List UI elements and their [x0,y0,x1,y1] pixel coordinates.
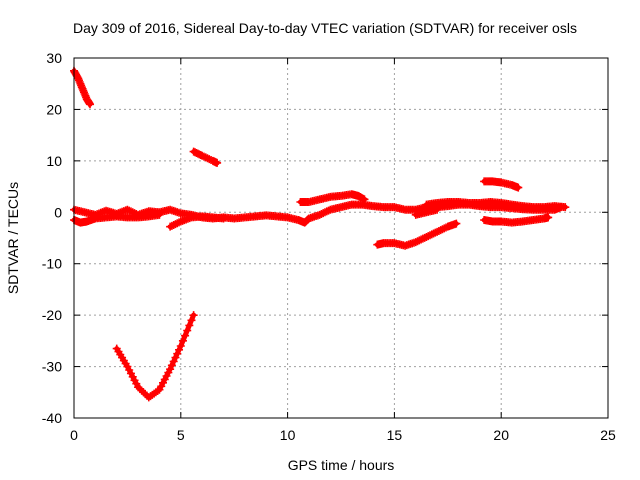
data-series [114,312,197,400]
plus-marker [171,353,180,362]
plus-marker [436,226,445,235]
plus-marker [411,238,420,247]
plus-marker [514,183,523,192]
plus-marker [173,219,182,228]
plus-marker [322,207,331,216]
plus-marker [189,311,198,320]
plus-marker [315,210,324,219]
plus-marker [415,236,424,245]
plus-marker [317,210,326,218]
x-tick-label: 15 [387,427,403,443]
y-tick-label: -30 [42,359,62,375]
plus-marker [198,151,207,160]
plus-marker [452,219,461,228]
plus-marker [123,205,132,214]
plus-marker [422,232,431,241]
y-tick-label: -20 [42,307,62,323]
plus-marker [413,237,422,246]
grid-lines [74,58,608,418]
plus-marker [185,321,194,330]
series-trace [114,312,197,400]
y-tick-label: -40 [42,410,62,426]
plus-marker [153,387,162,395]
x-tick-label: 0 [70,427,78,443]
plus-marker [173,349,182,358]
data-points [70,66,570,402]
plus-marker [213,158,222,167]
plus-marker [155,210,164,219]
plus-marker [418,234,427,243]
plus-marker [440,224,449,233]
x-tick-label: 5 [177,427,185,443]
plus-marker [324,206,333,215]
plus-marker [166,222,175,231]
plus-marker [427,230,436,239]
plot-frame [73,57,609,419]
y-axis-label: SDTVAR / TECUs [5,182,21,294]
plus-marker [319,209,328,218]
plus-marker [86,100,95,109]
plus-marker [434,226,443,235]
plus-marker [433,227,442,236]
plus-marker [205,155,214,164]
x-axis-label: GPS time / hours [288,457,395,473]
plus-marker [320,208,329,217]
plus-marker [417,235,426,244]
y-tick-label: -10 [42,256,62,272]
plus-marker [178,336,187,345]
plus-marker [166,365,175,374]
plus-marker [420,233,429,242]
axis-ticks [73,57,609,419]
plus-marker [433,205,442,214]
y-tick-label: 30 [46,50,62,66]
plus-marker [181,331,190,340]
plus-marker [169,220,178,229]
plus-marker [438,225,447,234]
tick-labels: 0 5 10 15 20 25 -40 -30 -20 -10 0 10 20 30 [42,50,616,443]
plus-marker [219,214,228,223]
plus-marker [167,221,176,230]
x-tick-label: 10 [280,427,296,443]
plus-marker [175,345,184,354]
plus-marker [183,326,192,335]
plus-marker [561,203,570,212]
plus-marker [187,316,196,325]
plus-marker [431,228,440,237]
plus-marker [176,342,185,350]
plus-marker [201,153,210,162]
x-tick-label: 20 [493,427,509,443]
plus-marker [544,213,553,222]
plus-marker [429,229,438,238]
plus-marker [167,361,176,370]
plus-marker [424,232,433,241]
plus-marker [426,231,434,240]
plus-marker [203,154,212,163]
plus-marker [199,152,208,161]
plus-marker [125,206,134,215]
plus-marker [169,357,178,366]
x-tick-label: 25 [600,427,616,443]
y-tick-label: 20 [46,101,62,117]
plus-marker [171,220,180,229]
plus-marker [360,195,369,204]
y-tick-label: 0 [54,204,62,220]
plus-marker [175,218,184,227]
chart-title: Day 309 of 2016, Sidereal Day-to-day VTE… [73,20,577,36]
y-tick-label: 10 [46,153,62,169]
